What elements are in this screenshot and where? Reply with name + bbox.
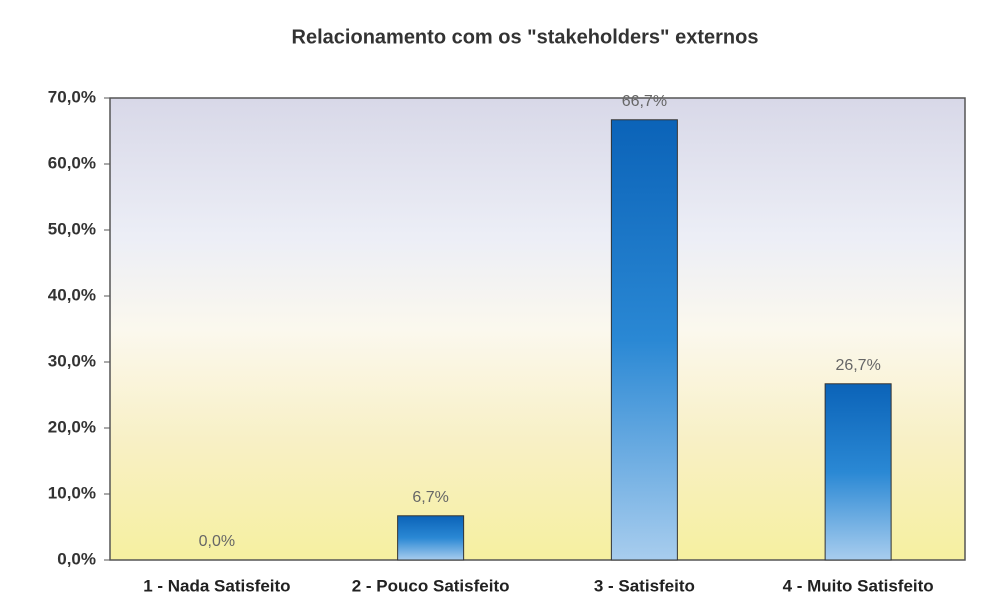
x-tick-label: 4 - Muito Satisfeito xyxy=(783,576,934,595)
x-tick-label: 2 - Pouco Satisfeito xyxy=(352,576,510,595)
y-tick-label: 30,0% xyxy=(48,351,96,370)
value-label: 0,0% xyxy=(199,533,235,550)
y-tick-label: 20,0% xyxy=(48,417,96,436)
y-tick-label: 60,0% xyxy=(48,153,96,172)
y-tick-label: 10,0% xyxy=(48,483,96,502)
bar xyxy=(610,119,678,561)
value-label: 66,7% xyxy=(622,93,667,110)
plot-area xyxy=(109,97,966,561)
y-tick-label: 0,0% xyxy=(57,549,96,568)
x-tick-label: 1 - Nada Satisfeito xyxy=(143,576,290,595)
y-tick-label: 70,0% xyxy=(48,87,96,106)
value-label: 6,7% xyxy=(412,489,448,506)
chart-title: Relacionamento com os "stakeholders" ext… xyxy=(292,26,759,48)
x-tick-label: 3 - Satisfeito xyxy=(594,576,695,595)
y-tick-label: 50,0% xyxy=(48,219,96,238)
bar xyxy=(397,515,465,561)
value-label: 26,7% xyxy=(835,357,880,374)
bar xyxy=(824,383,892,561)
y-tick-label: 40,0% xyxy=(48,285,96,304)
